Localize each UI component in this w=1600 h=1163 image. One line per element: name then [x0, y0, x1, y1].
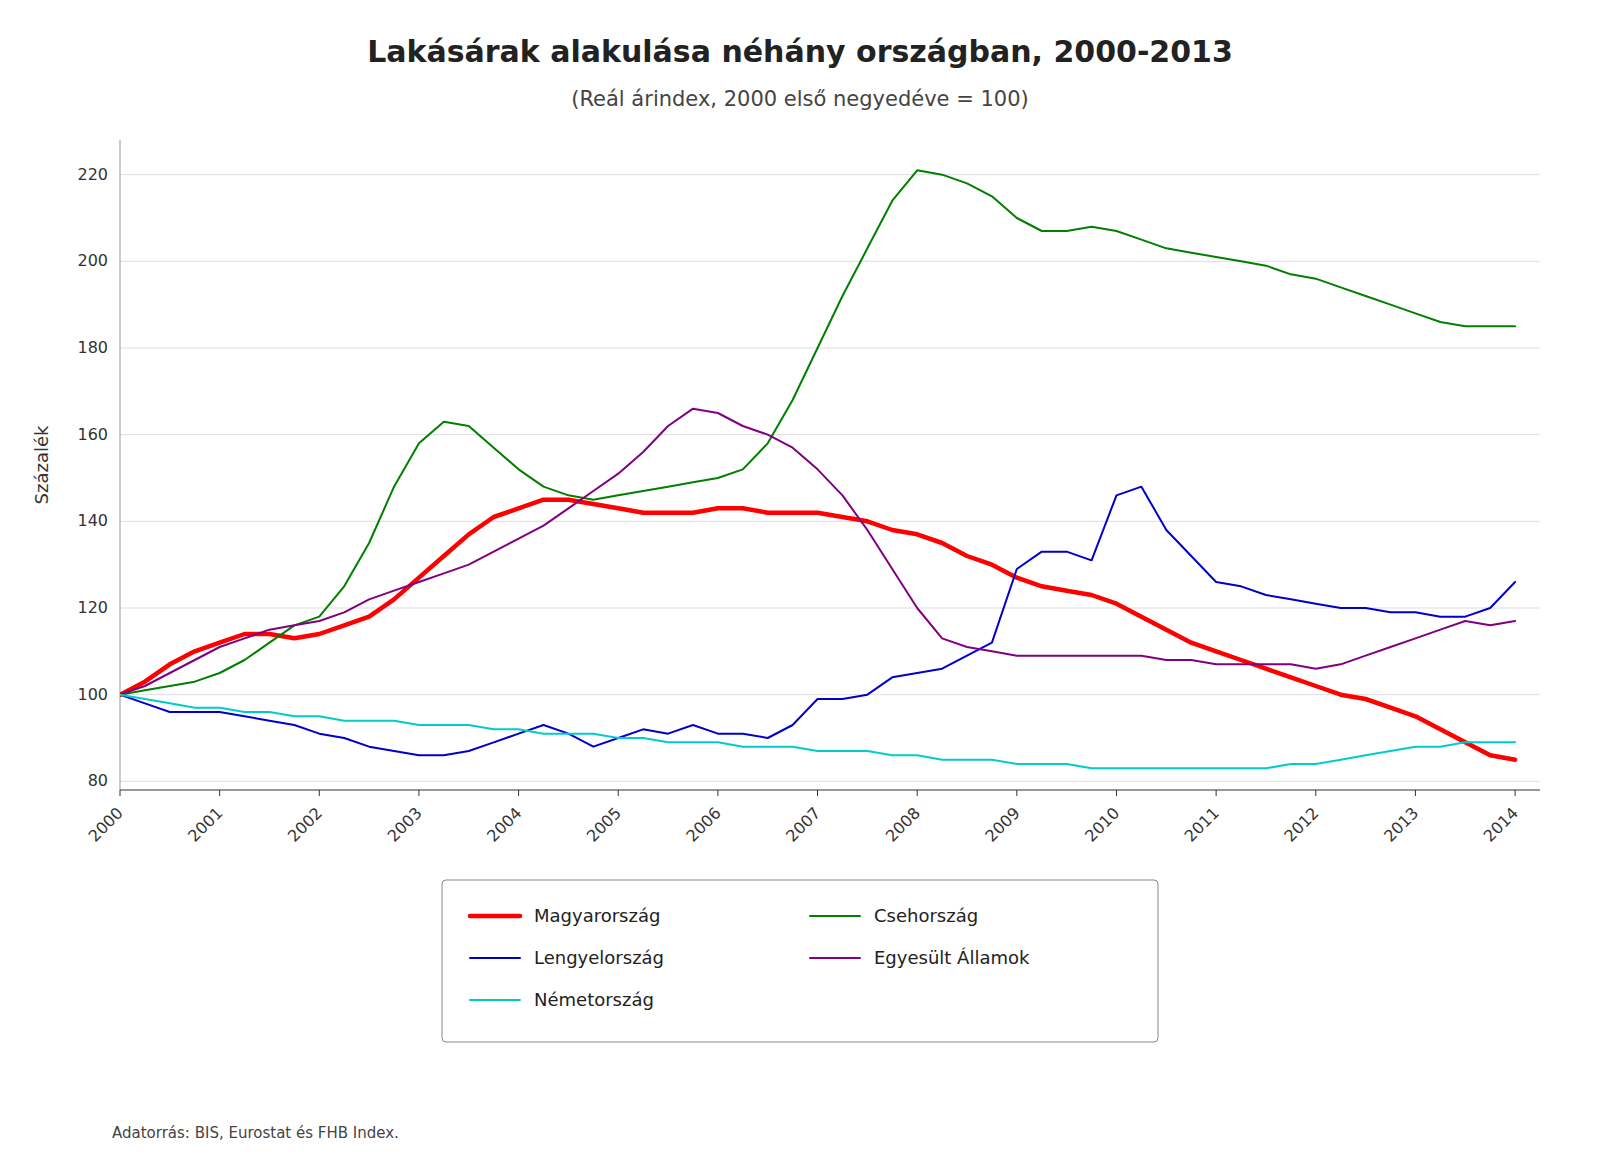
x-tick: [917, 790, 918, 796]
chart: Lakásárak alakulása néhány országban, 20…: [0, 0, 1600, 1163]
x-tick: [219, 790, 220, 796]
series-line: [120, 170, 1515, 694]
x-tick: [717, 790, 718, 796]
background: [0, 0, 1600, 1163]
grid-line: [120, 521, 1540, 522]
x-tick-label: 2014: [1480, 803, 1522, 845]
x-tick-label: 2003: [384, 803, 426, 845]
x-tick-label: 2004: [483, 803, 525, 845]
x-tick-label: 2002: [284, 803, 326, 845]
grid-line: [120, 434, 1540, 435]
grid-line: [120, 694, 1540, 695]
x-tick-label: 2011: [1181, 803, 1223, 845]
x-tick-label: 2012: [1280, 803, 1322, 845]
legend-label: Németország: [534, 989, 654, 1010]
x-tick-label: 2000: [85, 803, 127, 845]
x-tick-label: 2013: [1380, 803, 1422, 845]
x-tick-label: 2009: [981, 803, 1023, 845]
grid: [120, 175, 1540, 782]
y-axis-label: Százalék: [31, 425, 52, 504]
legend-label: Egyesült Államok: [874, 947, 1030, 968]
x-axis-line: [120, 789, 1540, 790]
x-tick: [1415, 790, 1416, 796]
y-tick-label: 80: [88, 771, 108, 790]
x-tick-label: 2008: [882, 803, 924, 845]
y-tick-label: 100: [77, 685, 108, 704]
legend-swatch: [810, 957, 860, 959]
x-tick: [418, 790, 419, 796]
grid-line: [120, 608, 1540, 609]
grid-line: [120, 261, 1540, 262]
legend-label: Lengyelország: [534, 947, 664, 968]
x-tick: [319, 790, 320, 796]
axes: 80 100 120 140 160 180 200 220 2000 2001 2002 2003 2…: [77, 140, 1540, 846]
x-tick: [618, 790, 619, 796]
grid-line: [120, 781, 1540, 782]
x-tick-label: 2010: [1081, 803, 1123, 845]
x-tick-label: 2007: [782, 803, 824, 845]
series-line: [120, 409, 1515, 695]
x-tick: [120, 790, 121, 796]
x-tick: [518, 790, 519, 796]
legend: Magyarország Csehország Lengyelország Egyes…: [442, 880, 1158, 1042]
x-tick: [1016, 790, 1017, 796]
series-line: [120, 695, 1515, 769]
legend-swatch: [810, 915, 860, 917]
legend-swatch: [470, 914, 520, 919]
x-tick: [1116, 790, 1117, 796]
legend-label: Magyarország: [534, 905, 660, 926]
x-tick-label: 2001: [184, 803, 226, 845]
series-line: [120, 500, 1515, 760]
title: Lakásárak alakulása néhány országban, 20…: [367, 34, 1233, 69]
grid-line: [120, 174, 1540, 175]
x-tick-label: 2006: [682, 803, 724, 845]
x-tick: [1216, 790, 1217, 796]
source-note: Adatorrás: BIS, Eurostat és FHB Index.: [112, 1124, 399, 1142]
y-tick-label: 140: [77, 511, 108, 530]
legend-label: Csehország: [874, 905, 978, 926]
x-tick: [1315, 790, 1316, 796]
legend-box: [442, 880, 1158, 1042]
x-tick: [817, 790, 818, 796]
legend-swatch: [470, 957, 520, 959]
y-tick-label: 160: [77, 425, 108, 444]
x-tick: [1515, 790, 1516, 796]
subtitle: (Reál árindex, 2000 első negyedéve = 100…: [571, 87, 1029, 111]
y-tick-label: 120: [77, 598, 108, 617]
legend-swatch: [470, 999, 520, 1001]
plot-data: [120, 170, 1515, 768]
y-tick-label: 180: [77, 338, 108, 357]
y-tick-label: 220: [77, 165, 108, 184]
y-tick-label: 200: [77, 251, 108, 270]
grid-line: [120, 348, 1540, 349]
x-tick-label: 2005: [583, 803, 625, 845]
series-line: [120, 487, 1515, 756]
